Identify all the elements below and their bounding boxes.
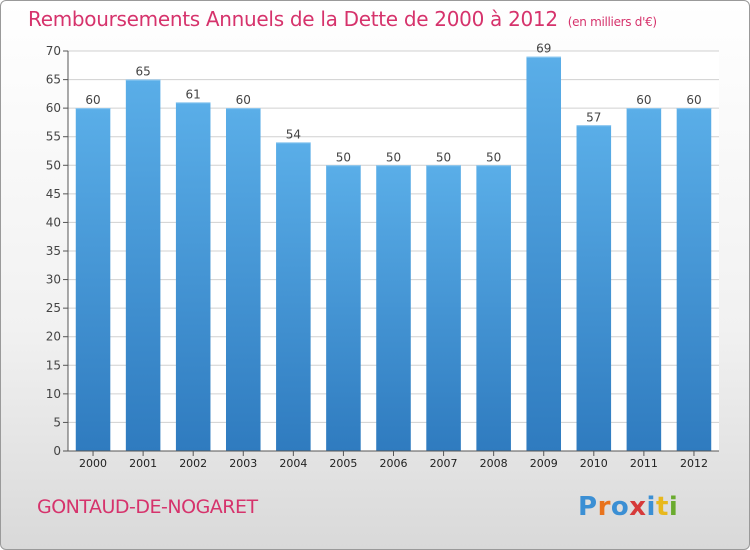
- y-tick-label: 40: [46, 215, 61, 229]
- brand-letter: x: [629, 492, 647, 522]
- axes: 0 5 10 15 20 25 30 35 40 45 50 55 60 65 70 2000 2001 2002…: [46, 44, 719, 470]
- x-tick-label-2005: 2005: [329, 457, 357, 470]
- y-tick-label: 5: [53, 415, 61, 429]
- x-tick-label-2009: 2009: [530, 457, 558, 470]
- x-tick-label-2006: 2006: [380, 457, 408, 470]
- y-tick-label: 35: [46, 244, 61, 258]
- brand-logo: Proxiti: [578, 492, 678, 522]
- bar-2009: [526, 56, 562, 451]
- title-text: Remboursements Annuels de la Dette de 20…: [28, 7, 558, 31]
- x-tick-label-2010: 2010: [580, 457, 608, 470]
- x-tick-label-2003: 2003: [229, 457, 257, 470]
- value-label-2003: 60: [236, 93, 251, 107]
- y-tick-label: 30: [46, 273, 61, 287]
- y-tick-label: 20: [46, 330, 61, 344]
- town-name: GONTAUD-DE-NOGARET: [37, 496, 258, 518]
- bars: 60 65 61 60 54 50 50 50 50 69 57 60 60: [75, 42, 712, 452]
- bar-2000: [75, 108, 111, 452]
- chart-title: Remboursements Annuels de la Dette de 20…: [28, 7, 657, 31]
- x-tick-label-2011: 2011: [630, 457, 658, 470]
- value-label-2007: 50: [436, 150, 451, 164]
- y-tick-label: 60: [46, 101, 61, 115]
- x-tick-label-2004: 2004: [279, 457, 307, 470]
- value-label-2009: 69: [536, 42, 551, 56]
- value-label-2010: 57: [586, 110, 601, 124]
- brand-letter: P: [578, 492, 598, 522]
- bar-2012: [676, 108, 712, 452]
- bar-2011: [626, 108, 662, 452]
- x-tick-label-2001: 2001: [129, 457, 157, 470]
- value-label-2005: 50: [336, 150, 351, 164]
- brand-letter: i: [668, 492, 679, 522]
- x-tick-label-2012: 2012: [680, 457, 708, 470]
- brand-letter: r: [597, 492, 611, 522]
- value-label-2001: 65: [135, 65, 150, 79]
- unit-label: (en milliers d'€): [567, 15, 657, 29]
- bar-2002: [175, 102, 211, 451]
- value-label-2000: 60: [85, 93, 100, 107]
- bar-2004: [276, 142, 311, 451]
- y-tick-label: 55: [46, 130, 61, 144]
- value-label-2011: 60: [636, 93, 651, 107]
- brand-letter: t: [655, 492, 669, 522]
- brand-letter: i: [646, 492, 656, 522]
- value-label-2004: 54: [286, 127, 301, 141]
- bar-2007: [426, 165, 461, 452]
- x-tick-label-2008: 2008: [480, 457, 508, 470]
- y-tick-label: 50: [46, 158, 61, 172]
- value-label-2012: 60: [686, 93, 701, 107]
- bar-2006: [376, 165, 411, 452]
- value-label-2006: 50: [386, 150, 401, 164]
- x-tick-label-2000: 2000: [79, 457, 107, 470]
- y-tick-label: 70: [46, 44, 61, 58]
- x-tick-label-2002: 2002: [179, 457, 207, 470]
- bar-2010: [576, 125, 612, 452]
- y-tick-label: 15: [46, 358, 61, 372]
- brand-letter: o: [610, 492, 630, 522]
- value-label-2008: 50: [486, 150, 501, 164]
- bar-2003: [225, 108, 261, 452]
- y-tick-label: 65: [46, 73, 61, 87]
- bar-2005: [326, 165, 361, 452]
- y-tick-label: 45: [46, 187, 61, 201]
- bar-2008: [476, 165, 511, 452]
- value-label-2002: 61: [186, 87, 201, 101]
- x-tick-label-2007: 2007: [430, 457, 458, 470]
- bar-2001: [125, 79, 161, 452]
- y-tick-label: 0: [53, 444, 61, 458]
- y-tick-label: 10: [46, 387, 61, 401]
- y-tick-label: 25: [46, 301, 61, 315]
